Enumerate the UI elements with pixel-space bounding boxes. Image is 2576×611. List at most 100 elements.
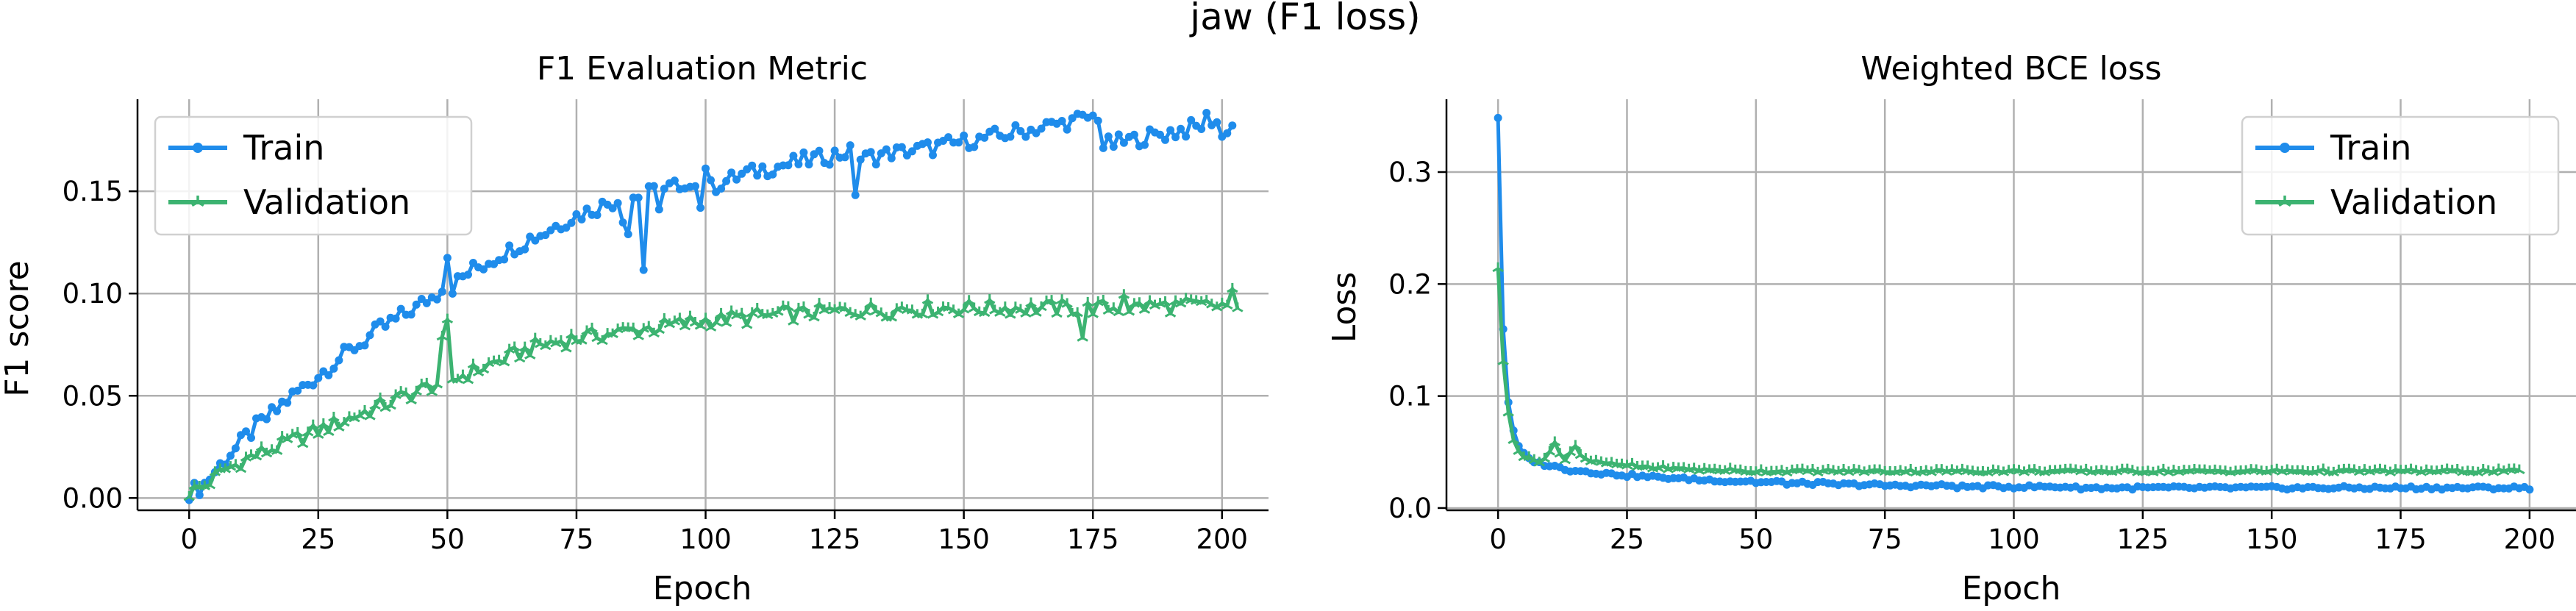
data-point [1123, 306, 1135, 316]
legend-swatch-marker [2278, 196, 2291, 207]
data-point [1227, 282, 1238, 293]
data-point [608, 204, 617, 212]
data-point [1213, 118, 1221, 126]
data-point [521, 245, 529, 254]
data-point [613, 199, 622, 207]
data-point [1046, 295, 1057, 305]
data-point [1141, 140, 1149, 149]
data-point [1559, 454, 1571, 465]
x-tick-label: 125 [2117, 524, 2169, 555]
data-point [273, 407, 282, 415]
x-axis-label: Epoch [653, 570, 752, 607]
data-point [324, 371, 333, 379]
data-point [524, 349, 536, 360]
data-point [422, 299, 431, 307]
data-point [577, 215, 586, 224]
data-point [830, 146, 839, 155]
y-axis-label: Loss [1326, 272, 1363, 343]
data-point [1156, 130, 1164, 139]
data-point [960, 131, 968, 140]
data-point [722, 176, 731, 185]
data-point [639, 265, 648, 274]
data-point [1171, 133, 1180, 142]
data-point [871, 160, 880, 169]
data-point [634, 193, 643, 202]
data-point [431, 379, 443, 389]
y-axis-label: F1 score [0, 260, 36, 397]
data-point [768, 170, 777, 179]
data-point [374, 392, 386, 403]
data-point [1569, 440, 1582, 450]
data-point [957, 304, 970, 314]
data-point [1544, 446, 1555, 456]
data-point [391, 314, 400, 323]
data-point [385, 399, 396, 410]
data-point [1071, 307, 1083, 318]
x-axis-label: Epoch [1962, 570, 2061, 607]
legend-swatch-marker [191, 196, 204, 207]
data-point [313, 429, 324, 439]
data-point [1228, 121, 1237, 130]
data-point [804, 160, 813, 169]
data-point [1057, 117, 1066, 125]
data-point [541, 231, 550, 240]
data-point [1020, 307, 1032, 318]
series-line [187, 287, 1240, 499]
data-point [916, 308, 929, 319]
data-point [1197, 125, 1206, 133]
y-tick-label: 0.00 [63, 482, 123, 514]
x-tick-label: 200 [2504, 524, 2556, 555]
legend-label: Validation [243, 182, 410, 222]
data-point [1021, 132, 1030, 141]
data-point [314, 374, 323, 382]
x-tick-label: 150 [2246, 524, 2298, 555]
data-point [1492, 262, 1504, 273]
data-point [887, 154, 896, 162]
data-point [1099, 143, 1107, 152]
data-point [1109, 143, 1118, 151]
data-point [758, 162, 767, 171]
data-point [405, 394, 417, 405]
data-point [653, 324, 666, 335]
data-point [464, 271, 472, 279]
f1-metric-panel: F1 Evaluation Metric Epoch F1 score 0 25 5… [0, 50, 1269, 607]
x-tick-label: 0 [1489, 524, 1507, 555]
data-point [753, 171, 762, 180]
data-point [717, 185, 726, 193]
data-point [654, 205, 663, 214]
data-point [782, 301, 794, 312]
data-point [1549, 436, 1560, 446]
data-point [1063, 125, 1071, 134]
data-point [271, 445, 283, 455]
data-point [1221, 299, 1233, 310]
data-point [1114, 130, 1123, 139]
data-point [741, 319, 753, 329]
data-point [1182, 132, 1191, 141]
data-point [505, 241, 514, 250]
data-point [281, 433, 293, 443]
data-point [293, 386, 302, 395]
data-point [980, 133, 989, 142]
data-point [841, 153, 849, 162]
data-point [727, 168, 736, 177]
data-point [1093, 116, 1102, 125]
data-point [897, 143, 906, 151]
data-point [856, 155, 865, 164]
x-tick-label: 175 [1067, 524, 1119, 555]
data-point [309, 381, 318, 390]
data-point [1508, 434, 1519, 444]
data-point [1202, 109, 1211, 117]
data-point [292, 426, 304, 437]
data-point [710, 316, 722, 326]
data-point [746, 307, 758, 318]
data-point [335, 356, 343, 365]
data-point [921, 294, 934, 304]
data-point [448, 289, 457, 298]
data-point [885, 312, 898, 322]
x-tick-label: 75 [559, 524, 593, 555]
data-point [1082, 296, 1093, 307]
data-point [195, 490, 204, 499]
data-point [498, 357, 510, 367]
data-point [477, 363, 490, 374]
